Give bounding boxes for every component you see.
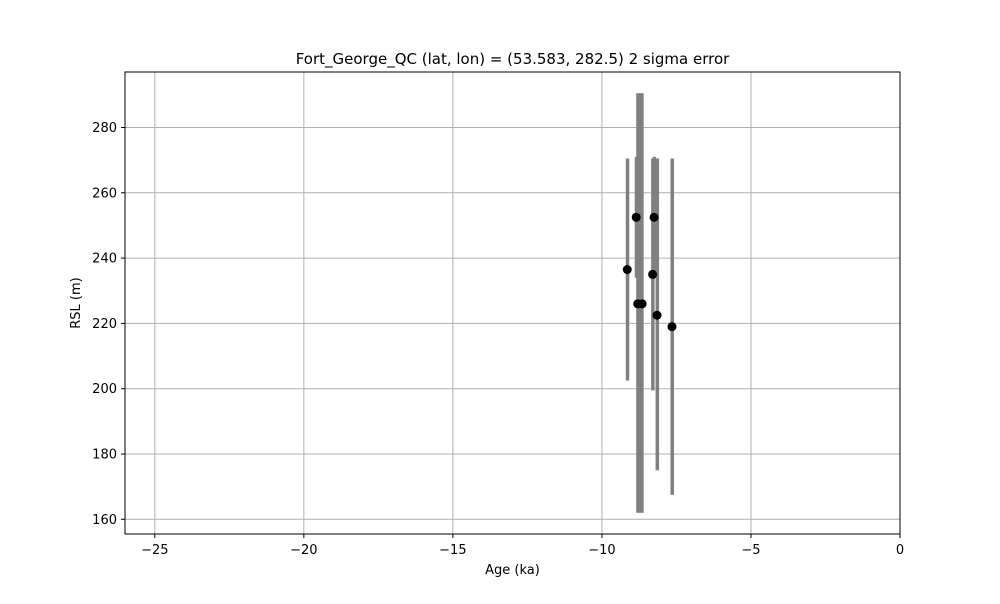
data-point xyxy=(637,299,647,309)
point-layer xyxy=(622,212,677,332)
y-tick-layer: 160 180 200 220 240 260 280 xyxy=(92,121,125,528)
x-tick-label: −20 xyxy=(290,543,317,558)
x-tick-label: −15 xyxy=(439,543,466,558)
y-tick-label: 160 xyxy=(92,513,117,528)
plot-frame xyxy=(124,71,901,535)
y-axis-label: RSL (m) xyxy=(69,277,84,328)
y-tick-label: 260 xyxy=(92,186,117,201)
data-point xyxy=(649,212,659,222)
x-tick-label: −5 xyxy=(741,543,760,558)
x-tick-label: −10 xyxy=(588,543,615,558)
y-tick-label: 200 xyxy=(92,382,117,397)
y-tick-label: 220 xyxy=(92,317,117,332)
data-point xyxy=(667,322,677,332)
plot-background xyxy=(125,72,900,534)
y-tick-label: 280 xyxy=(92,121,117,136)
data-point xyxy=(631,212,641,222)
data-point xyxy=(652,310,662,320)
data-point xyxy=(622,265,632,275)
x-tick-label: 0 xyxy=(896,543,904,558)
x-tick-label: −25 xyxy=(141,543,168,558)
chart-title: Fort_George_QC (lat, lon) = (53.583, 282… xyxy=(296,50,730,69)
data-point xyxy=(648,269,658,279)
y-tick-label: 180 xyxy=(92,448,117,463)
y-tick-label: 240 xyxy=(92,252,117,267)
x-axis-label: Age (ka) xyxy=(485,563,540,578)
x-tick-layer: −25 −20 −15 −10 −5 0 xyxy=(141,534,904,558)
